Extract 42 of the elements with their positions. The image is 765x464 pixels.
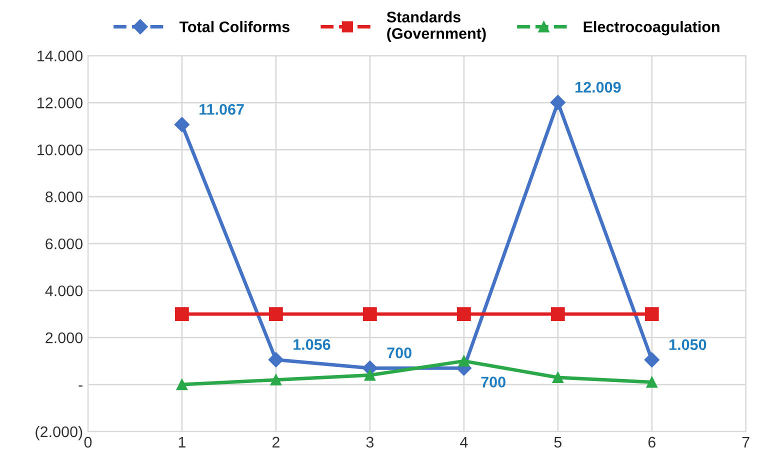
point — [362, 307, 377, 322]
legend-label: Standards (Government) — [386, 11, 486, 42]
y-tick-label: 4.000 — [45, 285, 83, 296]
data-label: 1.050 — [670, 339, 706, 350]
x-tick-label: 6 — [648, 436, 656, 448]
y-tick-label: 8.000 — [46, 191, 83, 202]
data-label: 700 — [481, 376, 506, 388]
point — [364, 370, 376, 381]
point — [270, 374, 282, 386]
point — [458, 355, 470, 367]
x-tick-label: 0 — [84, 436, 92, 448]
x-tick-label: 4 — [460, 436, 468, 448]
point — [644, 352, 660, 368]
y-tick-label: 10.000 — [38, 144, 83, 156]
x-tick-label: 1 — [178, 436, 186, 448]
data-label: 700 — [387, 347, 412, 358]
x-tick-label: 2 — [272, 436, 280, 448]
point — [550, 94, 566, 110]
data-label: 12.009 — [576, 82, 621, 93]
legend-label: Electrocoagulation — [584, 21, 720, 36]
point — [550, 307, 565, 322]
point — [174, 117, 190, 132]
y-tick-label: - — [78, 385, 82, 387]
point — [268, 352, 284, 368]
y-tick-label: 14.000 — [38, 50, 83, 62]
x-tick-label: 3 — [366, 436, 374, 448]
data-label: 11.067 — [200, 104, 244, 115]
point — [269, 307, 283, 322]
point — [644, 307, 659, 322]
x-tick-label: 7 — [742, 436, 750, 448]
x-tick-label: 5 — [554, 436, 562, 448]
y-tick-label: (2.000) — [36, 426, 82, 440]
point — [552, 372, 564, 384]
point — [456, 307, 471, 322]
legend-label: Total Coliforms — [179, 21, 290, 32]
point — [176, 378, 188, 390]
data-label: 1.056 — [294, 339, 330, 350]
point — [646, 376, 658, 388]
y-tick-label: 6.000 — [46, 238, 83, 250]
point — [175, 307, 189, 322]
y-tick-label: 2.000 — [46, 332, 83, 344]
y-tick-label: 12.000 — [38, 98, 83, 108]
